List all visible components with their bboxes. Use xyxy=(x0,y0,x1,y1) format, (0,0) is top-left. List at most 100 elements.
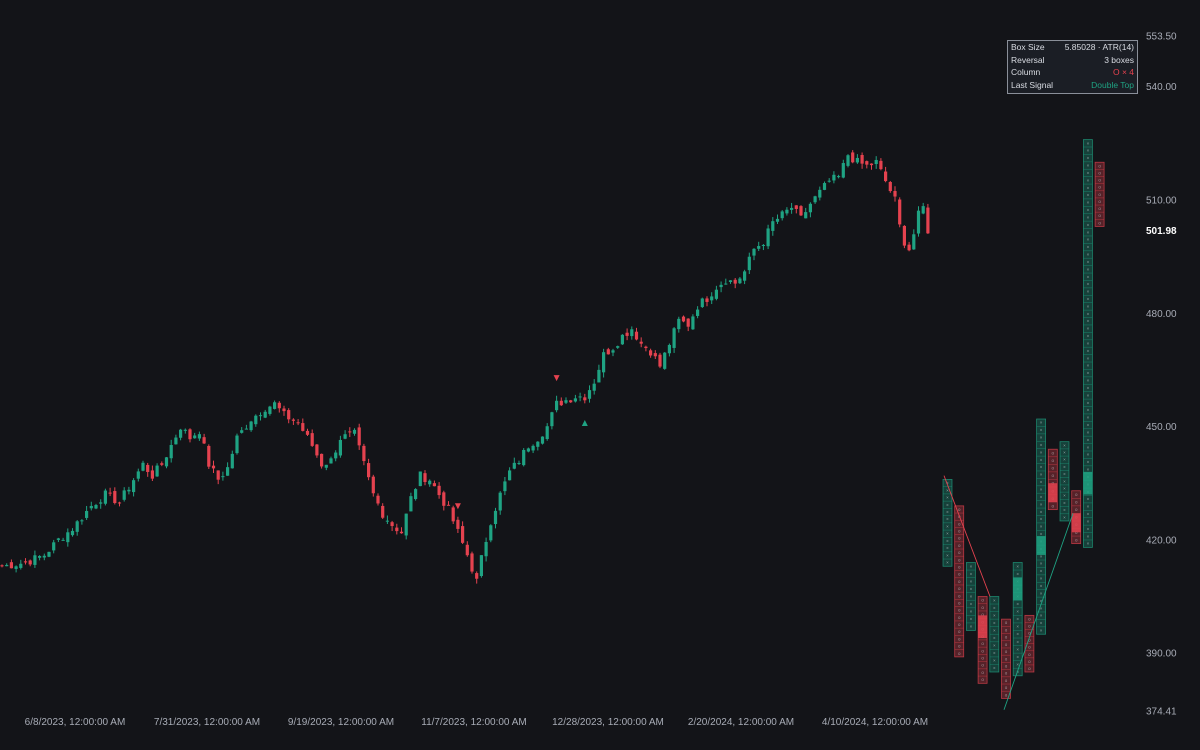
pnf-x-mark: × xyxy=(993,628,996,633)
pnf-x-mark: × xyxy=(993,613,996,618)
candle-body xyxy=(738,278,742,284)
pnf-x-mark: × xyxy=(1040,606,1043,611)
candle-body xyxy=(414,489,418,500)
sell-signal-marker xyxy=(553,375,560,382)
date-tick-label: 11/7/2023, 12:00:00 AM xyxy=(421,717,526,728)
pnf-x-mark: × xyxy=(1016,639,1019,644)
pnf-o-mark: o xyxy=(1098,206,1101,211)
candle-body xyxy=(404,513,408,536)
candle-body xyxy=(418,471,422,487)
candle-body xyxy=(38,556,42,558)
pnf-x-mark: × xyxy=(1087,534,1090,539)
pnf-x-mark: × xyxy=(1040,465,1043,470)
pnf-x-mark: × xyxy=(993,666,996,671)
candle-body xyxy=(150,470,154,479)
pnf-x-mark: × xyxy=(946,481,949,486)
candle-body xyxy=(822,183,827,190)
candle-body xyxy=(874,159,878,165)
candle-body xyxy=(691,316,695,330)
candle-body xyxy=(545,426,549,440)
candle-body xyxy=(855,157,859,163)
candle-body xyxy=(611,350,615,353)
info-value: 5.85028 · ATR(14) xyxy=(1064,42,1134,52)
pnf-x-mark: × xyxy=(1087,178,1090,183)
info-label: Reversal xyxy=(1011,54,1045,65)
pnf-x-mark: × xyxy=(1016,602,1019,607)
candle-body xyxy=(761,244,765,246)
candle-body xyxy=(536,441,540,447)
pnf-x-mark: × xyxy=(1040,509,1043,514)
candle-body xyxy=(70,530,75,536)
candle-body xyxy=(89,505,93,509)
candle-body xyxy=(465,544,469,556)
pnf-o-mark: o xyxy=(1028,623,1031,628)
pnf-highlight-box xyxy=(1071,513,1081,533)
candle-body xyxy=(324,464,328,468)
candle-body xyxy=(277,402,281,409)
date-tick-label: 4/10/2024, 12:00:00 AM xyxy=(822,717,928,728)
candle-body xyxy=(409,496,413,512)
pnf-x-mark: × xyxy=(946,488,949,493)
pnf-x-mark: × xyxy=(1063,457,1066,462)
pnf-highlight-box xyxy=(978,615,988,639)
pnf-x-mark: × xyxy=(970,586,973,591)
point-figure-overlay: ××××××××××××ooooooooooooooooooooo×××××××… xyxy=(942,139,1105,699)
pnf-o-mark: o xyxy=(958,629,961,634)
pnf-x-mark: × xyxy=(1016,609,1019,614)
pnf-x-mark: × xyxy=(1040,472,1043,477)
pnf-highlight-box xyxy=(1013,577,1023,601)
pnf-x-mark: × xyxy=(1040,576,1043,581)
pnf-o-mark: o xyxy=(1052,458,1055,463)
candle-body xyxy=(587,390,592,399)
candle-body xyxy=(113,491,117,503)
candle-body xyxy=(155,465,159,477)
pnf-x-mark: × xyxy=(1087,156,1090,161)
buy-signal-marker xyxy=(581,419,588,426)
pnf-o-mark: o xyxy=(1098,220,1101,225)
candle-body xyxy=(771,221,775,231)
candle-body xyxy=(240,430,244,433)
pnf-o-mark: o xyxy=(1028,659,1031,664)
pnf-o-mark: o xyxy=(958,572,961,577)
pnf-x-mark: × xyxy=(1087,170,1090,175)
info-value: 3 boxes xyxy=(1104,54,1134,65)
candle-body xyxy=(305,430,310,435)
pnf-o-mark: o xyxy=(958,586,961,591)
candle-body xyxy=(503,481,507,492)
candle-body xyxy=(766,228,770,247)
candle-body xyxy=(352,429,357,434)
pnf-x-mark: × xyxy=(1087,393,1090,398)
pnf-o-mark: o xyxy=(958,543,961,548)
pnf-x-mark: × xyxy=(1087,356,1090,361)
pnf-o-mark: o xyxy=(981,605,984,610)
info-value: O × 4 xyxy=(1112,67,1134,78)
pnf-o-mark: o xyxy=(1098,192,1101,197)
pnf-x-mark: × xyxy=(1087,208,1090,213)
pnf-o-mark: o xyxy=(1028,666,1031,671)
price-axis[interactable]: 553.50 540.00 510.00 480.00 450.00 420.00 390.… xyxy=(1146,32,1177,718)
candle-body xyxy=(127,489,131,492)
time-axis[interactable]: 6/8/2023, 12:00:00 AM 7/31/2023, 12:00:00… xyxy=(25,717,928,728)
candle-body xyxy=(357,427,361,446)
candle-body xyxy=(724,283,728,285)
candle-body xyxy=(799,206,803,216)
pnf-o-mark: o xyxy=(1052,473,1055,478)
pnf-x-mark: × xyxy=(1087,141,1090,146)
candle-body xyxy=(381,505,385,518)
pnf-x-mark: × xyxy=(1063,472,1066,477)
candle-body xyxy=(367,463,371,478)
pnf-o-mark: o xyxy=(1005,656,1008,661)
pnf-x-mark: × xyxy=(993,598,996,603)
candle-body xyxy=(865,161,869,165)
pnf-o-mark: o xyxy=(1005,685,1008,690)
candle-body xyxy=(456,519,460,529)
candle-body xyxy=(221,476,225,478)
pnf-x-mark: × xyxy=(1087,296,1090,301)
pnf-highlight-box xyxy=(1036,536,1046,555)
candle-body xyxy=(446,504,451,506)
pnf-o-mark: o xyxy=(1052,466,1055,471)
pnf-x-mark: × xyxy=(1087,541,1090,546)
candle-body xyxy=(230,453,234,469)
candle-body xyxy=(244,428,248,430)
